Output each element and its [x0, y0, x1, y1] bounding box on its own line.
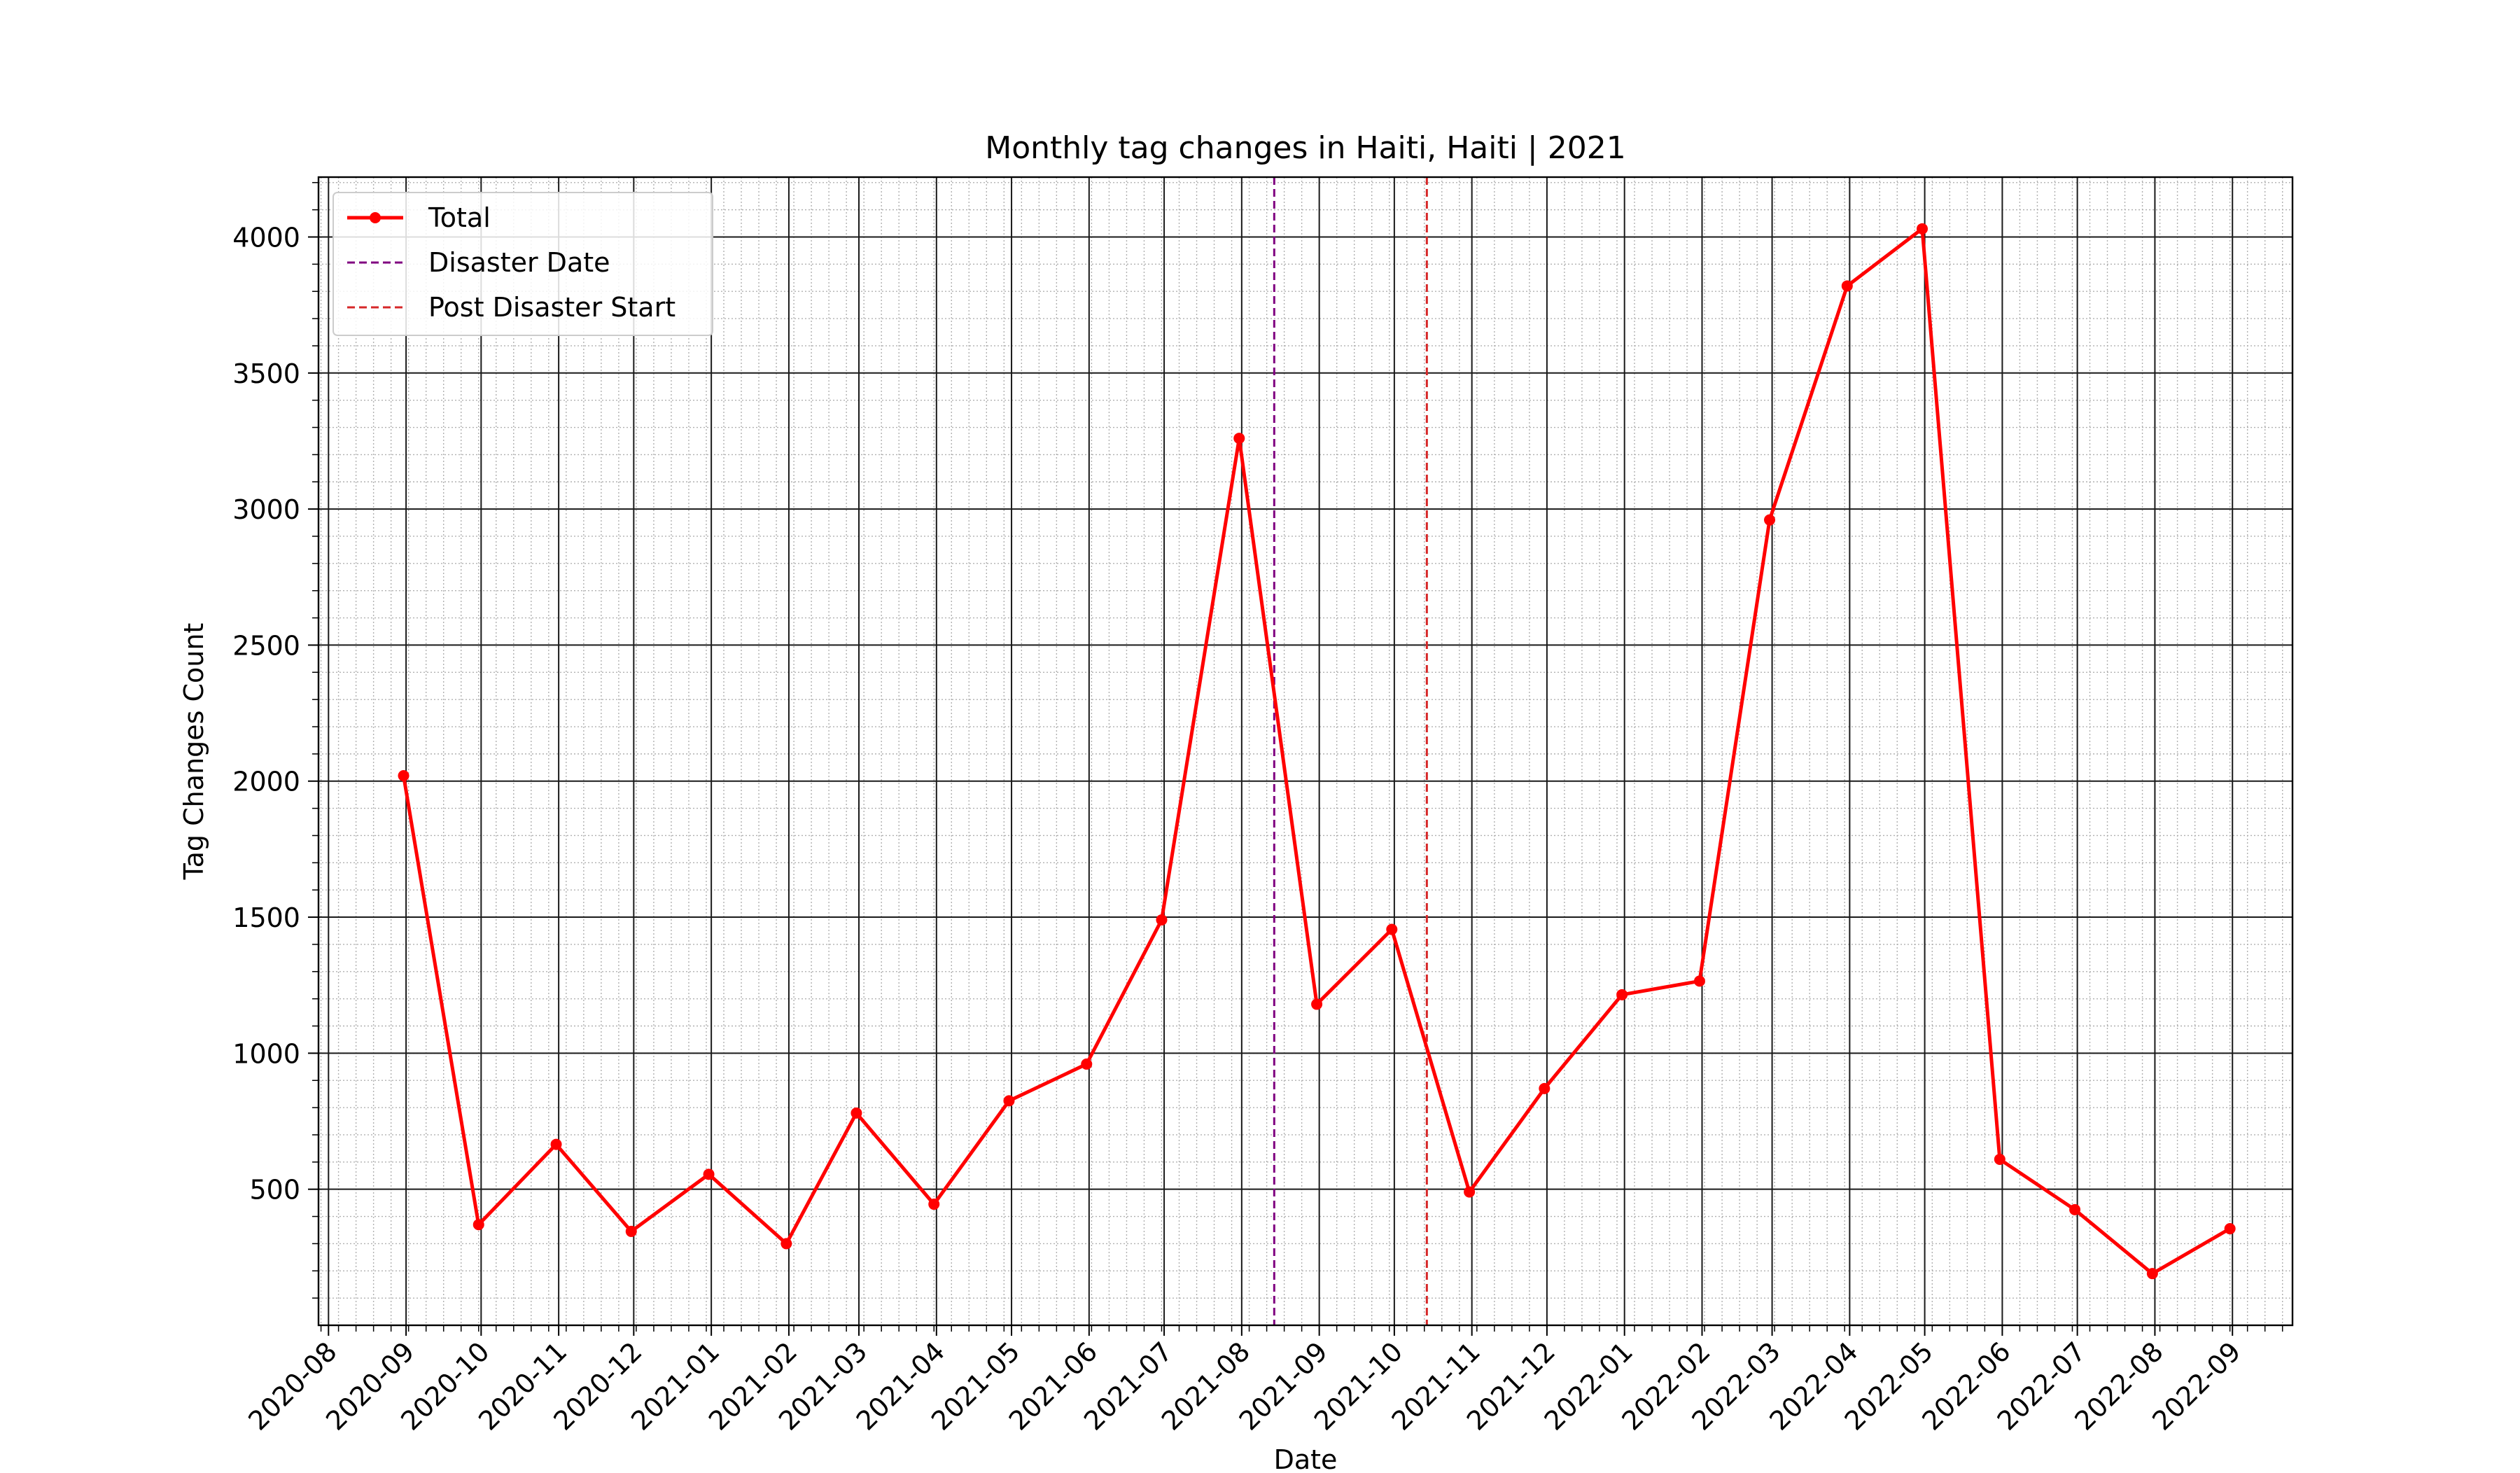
data-point: [1156, 914, 1168, 926]
y-tick-label: 1500: [232, 902, 300, 933]
major-grid: [318, 177, 2292, 1325]
y-tick-label: 3000: [232, 494, 300, 525]
data-point: [1917, 223, 1928, 235]
legend-total-marker: [370, 212, 381, 223]
data-point: [2146, 1268, 2158, 1280]
data-point: [928, 1199, 940, 1210]
plot-frame: [317, 176, 2294, 1327]
data-point: [780, 1238, 792, 1250]
y-tick-label: 3500: [232, 358, 300, 389]
data-point: [1539, 1082, 1550, 1094]
data-point: [550, 1138, 562, 1150]
data-point: [2224, 1223, 2236, 1235]
legend-post-disaster-label: Post Disaster Start: [428, 292, 676, 323]
data-point: [1693, 975, 1705, 987]
y-axis-label: Tag Changes Count: [178, 623, 209, 881]
data-point: [703, 1168, 715, 1180]
data-point: [1081, 1058, 1093, 1070]
legend: Total Disaster Date Post Disaster Start: [332, 192, 713, 336]
data-point: [1003, 1095, 1015, 1107]
y-tick-label: 500: [249, 1175, 300, 1206]
chart-title: Monthly tag changes in Haiti, Haiti | 20…: [985, 130, 1625, 166]
data-point: [1233, 433, 1245, 445]
data-point: [625, 1225, 637, 1237]
data-point: [1386, 923, 1398, 935]
data-point: [1464, 1186, 1476, 1198]
data-point: [472, 1219, 484, 1231]
y-tick-label: 2500: [232, 630, 300, 661]
data-point: [1764, 514, 1776, 526]
series-line-total: [402, 227, 2231, 1276]
series-layer: [398, 223, 2236, 1280]
legend-disaster-label: Disaster Date: [428, 247, 610, 278]
data-point: [398, 769, 410, 781]
data-point: [1616, 989, 1628, 1000]
vertical-markers: [1273, 177, 1428, 1325]
data-point: [1994, 1153, 2005, 1165]
data-point: [1841, 280, 1853, 292]
legend-total-label: Total: [428, 202, 491, 233]
x-axis-label: Date: [1274, 1444, 1338, 1470]
data-point: [1311, 998, 1323, 1010]
legend-box: [332, 192, 713, 336]
y-tick-label: 1000: [232, 1038, 300, 1069]
y-tick-label: 2000: [232, 767, 300, 797]
data-point: [2069, 1203, 2081, 1215]
tick-layer: 50010001500200025003000350040002020-0820…: [232, 182, 2283, 1437]
minor-grid: [318, 177, 2292, 1325]
data-point: [850, 1107, 862, 1119]
y-tick-label: 4000: [232, 222, 300, 253]
